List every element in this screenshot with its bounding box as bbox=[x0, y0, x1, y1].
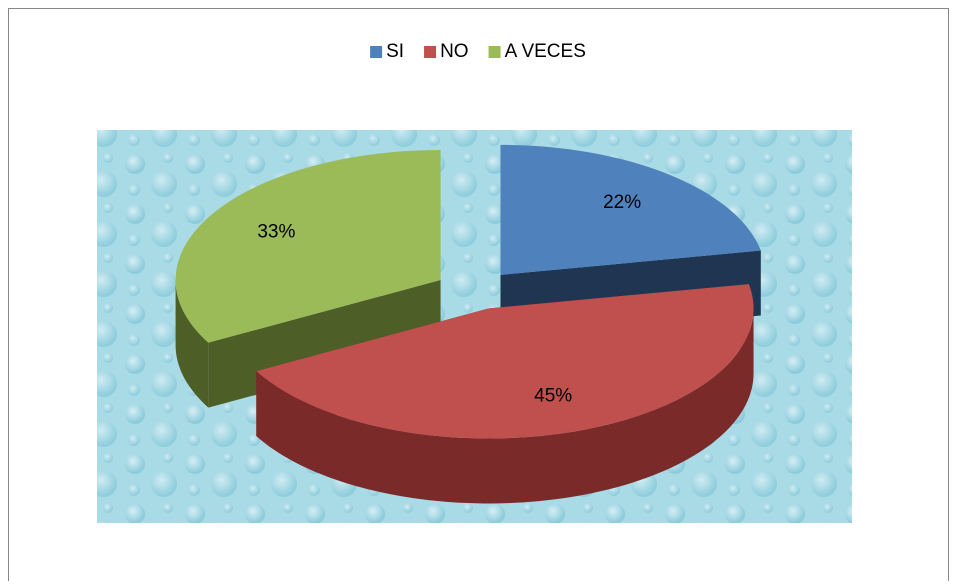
legend-label: SI bbox=[386, 41, 404, 62]
legend-swatch bbox=[488, 46, 501, 58]
pie: 22% 45% 33% bbox=[175, 144, 761, 504]
chart-frame bbox=[8, 8, 949, 586]
legend-label: A VECES bbox=[505, 41, 586, 62]
legend-label: NO bbox=[440, 41, 469, 62]
slice-side bbox=[256, 308, 754, 504]
legend: SI NO A VECES bbox=[370, 41, 586, 62]
data-label: 33% bbox=[257, 221, 295, 242]
data-label: 22% bbox=[603, 192, 641, 213]
legend-swatch bbox=[424, 46, 437, 58]
slice-side bbox=[175, 280, 209, 408]
slice bbox=[256, 284, 754, 439]
data-label: 45% bbox=[534, 386, 572, 407]
slice bbox=[500, 144, 761, 275]
slice bbox=[256, 284, 754, 504]
slice bbox=[175, 150, 441, 343]
legend-swatch bbox=[370, 46, 383, 58]
